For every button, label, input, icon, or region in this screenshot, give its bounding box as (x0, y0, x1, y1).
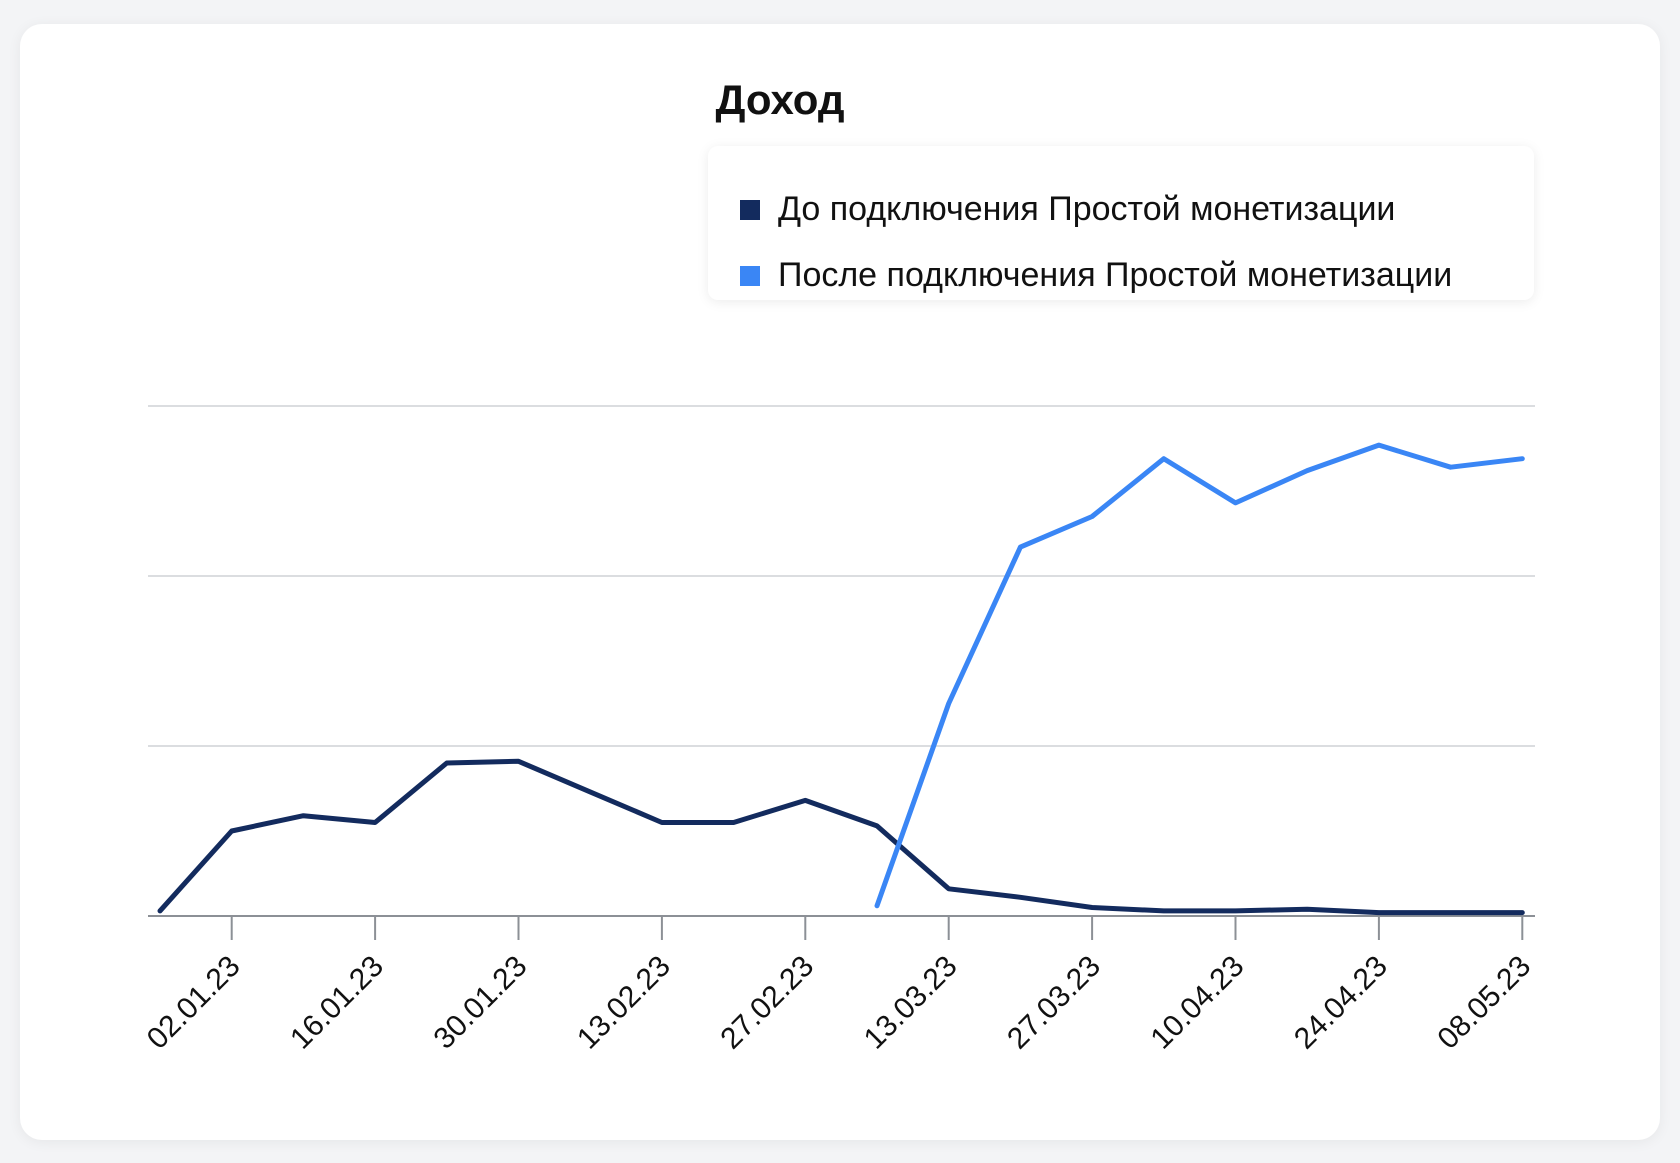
legend-item-after: После подключения Простой монетизации (740, 256, 1452, 295)
x-tick-label: 13.02.23 (571, 950, 677, 1056)
legend-swatch-before (740, 199, 760, 220)
x-tick-label: 13.03.23 (858, 950, 964, 1056)
series-line-before (157, 758, 1525, 916)
x-tick-label: 08.05.23 (1431, 950, 1537, 1056)
x-tick-label: 27.03.23 (1001, 950, 1107, 1056)
x-axis (148, 915, 1535, 940)
x-tick-labels: 02.01.23 16.01.23 30.01.23 13.02.23 27.02.23… (141, 950, 1538, 1056)
x-tick-label: 27.02.23 (714, 950, 820, 1056)
legend-swatch-after (740, 265, 760, 286)
x-tick-label: 16.01.23 (284, 950, 390, 1056)
grid-lines (148, 405, 1535, 747)
series-line-after (874, 442, 1525, 909)
x-tick-label: 02.01.23 (141, 950, 247, 1056)
x-tick-label: 10.04.23 (1145, 950, 1251, 1056)
x-tick-label: 24.04.23 (1288, 950, 1394, 1056)
legend-item-before: До подключения Простой монетизации (740, 190, 1395, 229)
legend-label-after: После подключения Простой монетизации (778, 256, 1453, 294)
legend-label-before: До подключения Простой монетизации (778, 190, 1396, 228)
x-tick-label: 30.01.23 (428, 950, 534, 1056)
chart-title: Доход (715, 76, 845, 123)
series-lines (157, 442, 1525, 916)
chart-legend: До подключения Простой монетизации После… (708, 146, 1534, 300)
